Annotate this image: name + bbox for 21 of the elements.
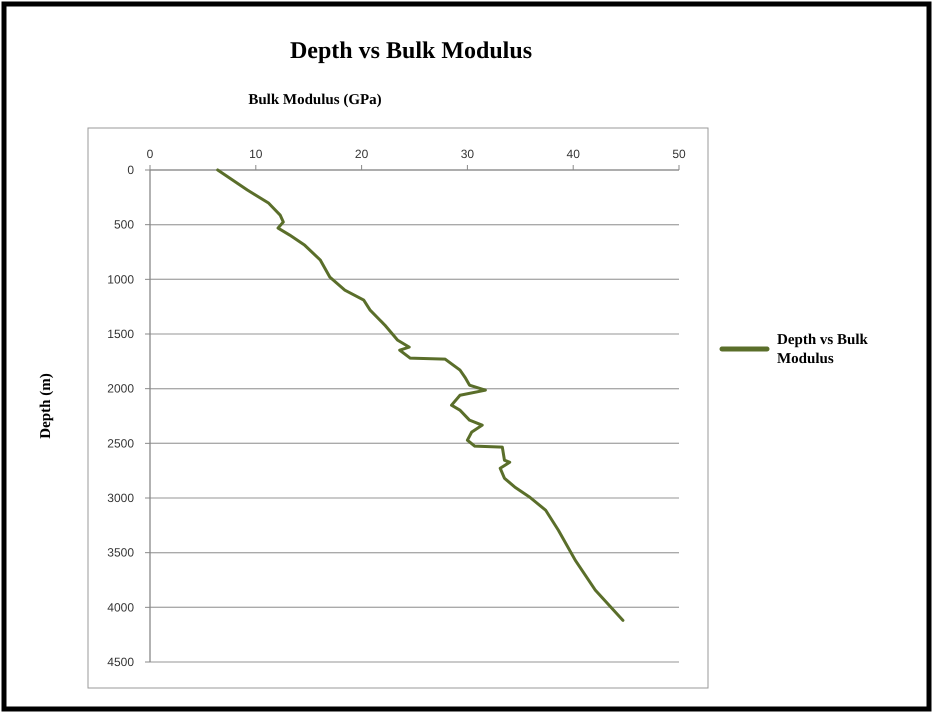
y-tick-label: 0 — [127, 163, 134, 177]
x-tick-label: 30 — [460, 147, 474, 161]
y-tick-label: 1500 — [107, 327, 134, 341]
legend-label: Depth vs Bulk Modulus — [777, 331, 869, 369]
y-tick-label: 500 — [114, 218, 134, 232]
x-axis-title: Bulk Modulus (GPa) — [248, 92, 382, 108]
y-tick-label: 3500 — [107, 546, 134, 560]
line-series — [216, 168, 624, 622]
chart-title: Depth vs Bulk Modulus — [290, 38, 532, 64]
y-tick-label: 2500 — [107, 436, 134, 450]
y-tick-label: 4500 — [107, 655, 134, 669]
x-tick-label: 40 — [566, 147, 580, 161]
y-tick-label: 2000 — [107, 382, 134, 396]
x-tick-label: 0 — [146, 147, 154, 161]
y-tick-label: 1000 — [107, 272, 134, 286]
y-axis-title: Depth (m) — [38, 373, 54, 439]
x-tick-label: 10 — [249, 147, 263, 161]
y-tick-label: 3000 — [107, 491, 134, 505]
y-tick-label: 4000 — [107, 600, 134, 614]
x-tick-label: 50 — [672, 147, 686, 161]
x-tick-label: 20 — [354, 147, 369, 161]
